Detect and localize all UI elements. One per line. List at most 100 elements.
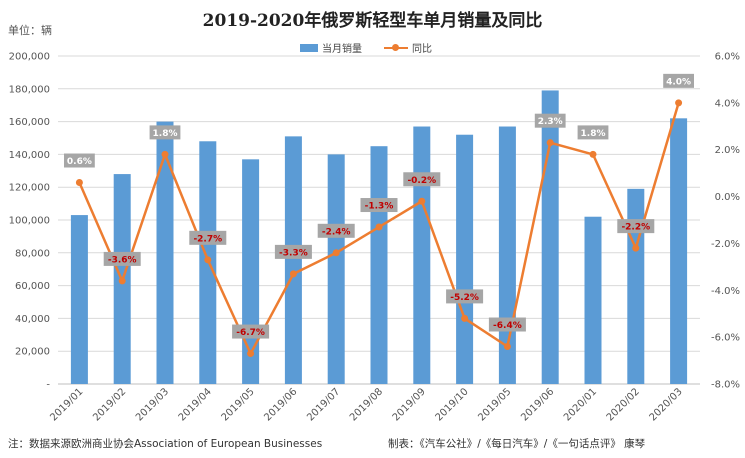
legend-swatch-bar [300,43,318,52]
data-label-bg [617,219,655,234]
data-label: -2.2% [621,223,650,233]
x-axis-tick-label: 2020/01 [562,386,599,423]
data-label: 2.3% [538,117,563,127]
data-label: -3.3% [279,248,308,258]
bar [284,136,302,384]
bar [584,216,602,384]
data-label: -1.3% [365,202,394,212]
bar [670,118,688,384]
data-label: -6.4% [493,321,522,331]
bar [370,146,388,384]
x-axis-tick-label: 2019/02 [91,386,128,423]
bar [413,126,431,385]
data-label-bg [577,125,609,140]
data-label-bg [103,251,141,266]
data-label: -2.4% [322,227,351,237]
data-label: -2.7% [193,234,222,244]
yoy-point [503,343,511,351]
data-label-bg [317,223,355,238]
x-axis-tick-label: 2019/06 [519,386,556,423]
yoy-point [632,244,640,252]
left-axis-tick-label: 80,000 [15,248,50,259]
yoy-point [332,249,340,257]
data-label-bg [189,230,227,245]
left-axis-tick-label: 20,000 [15,347,50,358]
yoy-point [204,256,212,264]
yoy-point [75,179,83,187]
data-label: -6.7% [236,328,265,338]
data-label-bg [149,125,181,140]
x-axis-tick-label: 2019/03 [134,386,171,423]
x-axis-tick-label: 2019/09 [391,386,428,423]
bar [70,215,88,384]
data-label: -0.2% [407,176,436,186]
yoy-point [418,197,426,205]
bar [456,134,474,384]
left-axis-tick-label: 120,000 [9,183,50,194]
bar [627,188,645,384]
data-label: 1.8% [581,129,606,139]
data-label-bg [360,198,398,213]
yoy-point [118,277,126,285]
yoy-point [589,150,597,158]
left-axis-tick-label: 60,000 [15,281,50,292]
data-label-bg [446,289,484,304]
data-label-bg [534,113,566,128]
chart-title: 2019-2020年俄罗斯轻型车单月销量及同比 [202,11,543,31]
left-axis-tick-label: 40,000 [15,314,50,325]
yoy-point [461,314,469,322]
yoy-point [375,223,383,231]
right-axis-tick-label: 4.0% [715,98,740,109]
bar [327,154,345,384]
x-axis-tick-label: 2020/03 [648,386,685,423]
x-axis-tick-label: 2019/05 [476,386,513,423]
legend-label-yoy: 同比 [412,44,432,55]
legend-item-yoy: 同比 [384,40,432,55]
right-axis-tick-label: -6.0% [711,333,740,344]
data-label: -3.6% [108,255,137,265]
data-label: -5.2% [450,293,479,303]
left-axis-tick-label: 140,000 [9,150,50,161]
legend: 当月销量 同比 [300,40,448,55]
bar [541,90,559,384]
x-axis-tick-label: 2019/10 [434,386,471,423]
yoy-point [289,270,297,278]
right-axis-tick-label: 6.0% [715,52,740,63]
left-axis-tick-label: 180,000 [9,84,50,95]
x-axis-tick-label: 2019/07 [305,386,342,423]
x-axis-tick-label: 2019/08 [348,386,385,423]
right-axis-tick-label: -4.0% [711,286,740,297]
right-axis-tick-label: 0.0% [715,192,740,203]
legend-label-sales: 当月销量 [322,44,362,55]
data-label-bg [663,73,694,88]
x-axis-tick-label: 2019/06 [262,386,299,423]
data-label-bg [64,153,95,168]
x-axis-tick-label: 2019/01 [48,386,85,423]
x-axis-tick-label: 2019/04 [177,386,214,423]
yoy-point [546,139,554,147]
left-axis-tick-label: 200,000 [9,52,50,63]
bar [156,121,174,384]
footer-note: 注：数据来源欧洲商业协会Association of European Busi… [8,438,323,450]
unit-label: 单位：辆 [8,24,52,37]
data-label: 4.0% [666,77,691,87]
right-axis-tick-label: -8.0% [711,380,740,391]
data-label-bg [232,324,270,339]
yoy-point [675,99,683,107]
data-label-bg [403,172,441,187]
right-axis-tick-label: 2.0% [715,145,740,156]
data-label-bg [274,244,312,259]
left-axis-tick-label: - [46,380,50,391]
right-axis-tick-label: -2.0% [711,239,740,250]
legend-item-sales: 当月销量 [300,40,362,55]
x-axis-tick-label: 2020/02 [605,386,642,423]
left-axis-tick-label: 100,000 [9,216,50,227]
yoy-point [247,350,255,358]
data-label-bg [488,317,526,332]
data-label: 0.6% [67,157,92,167]
x-axis-tick-label: 2019/05 [220,386,257,423]
left-axis-tick-label: 160,000 [9,117,50,128]
yoy-point [161,150,169,158]
footer-credit: 制表：《汽车公社》/《每日汽车》/《一句话点评》 康琴 [388,438,646,450]
